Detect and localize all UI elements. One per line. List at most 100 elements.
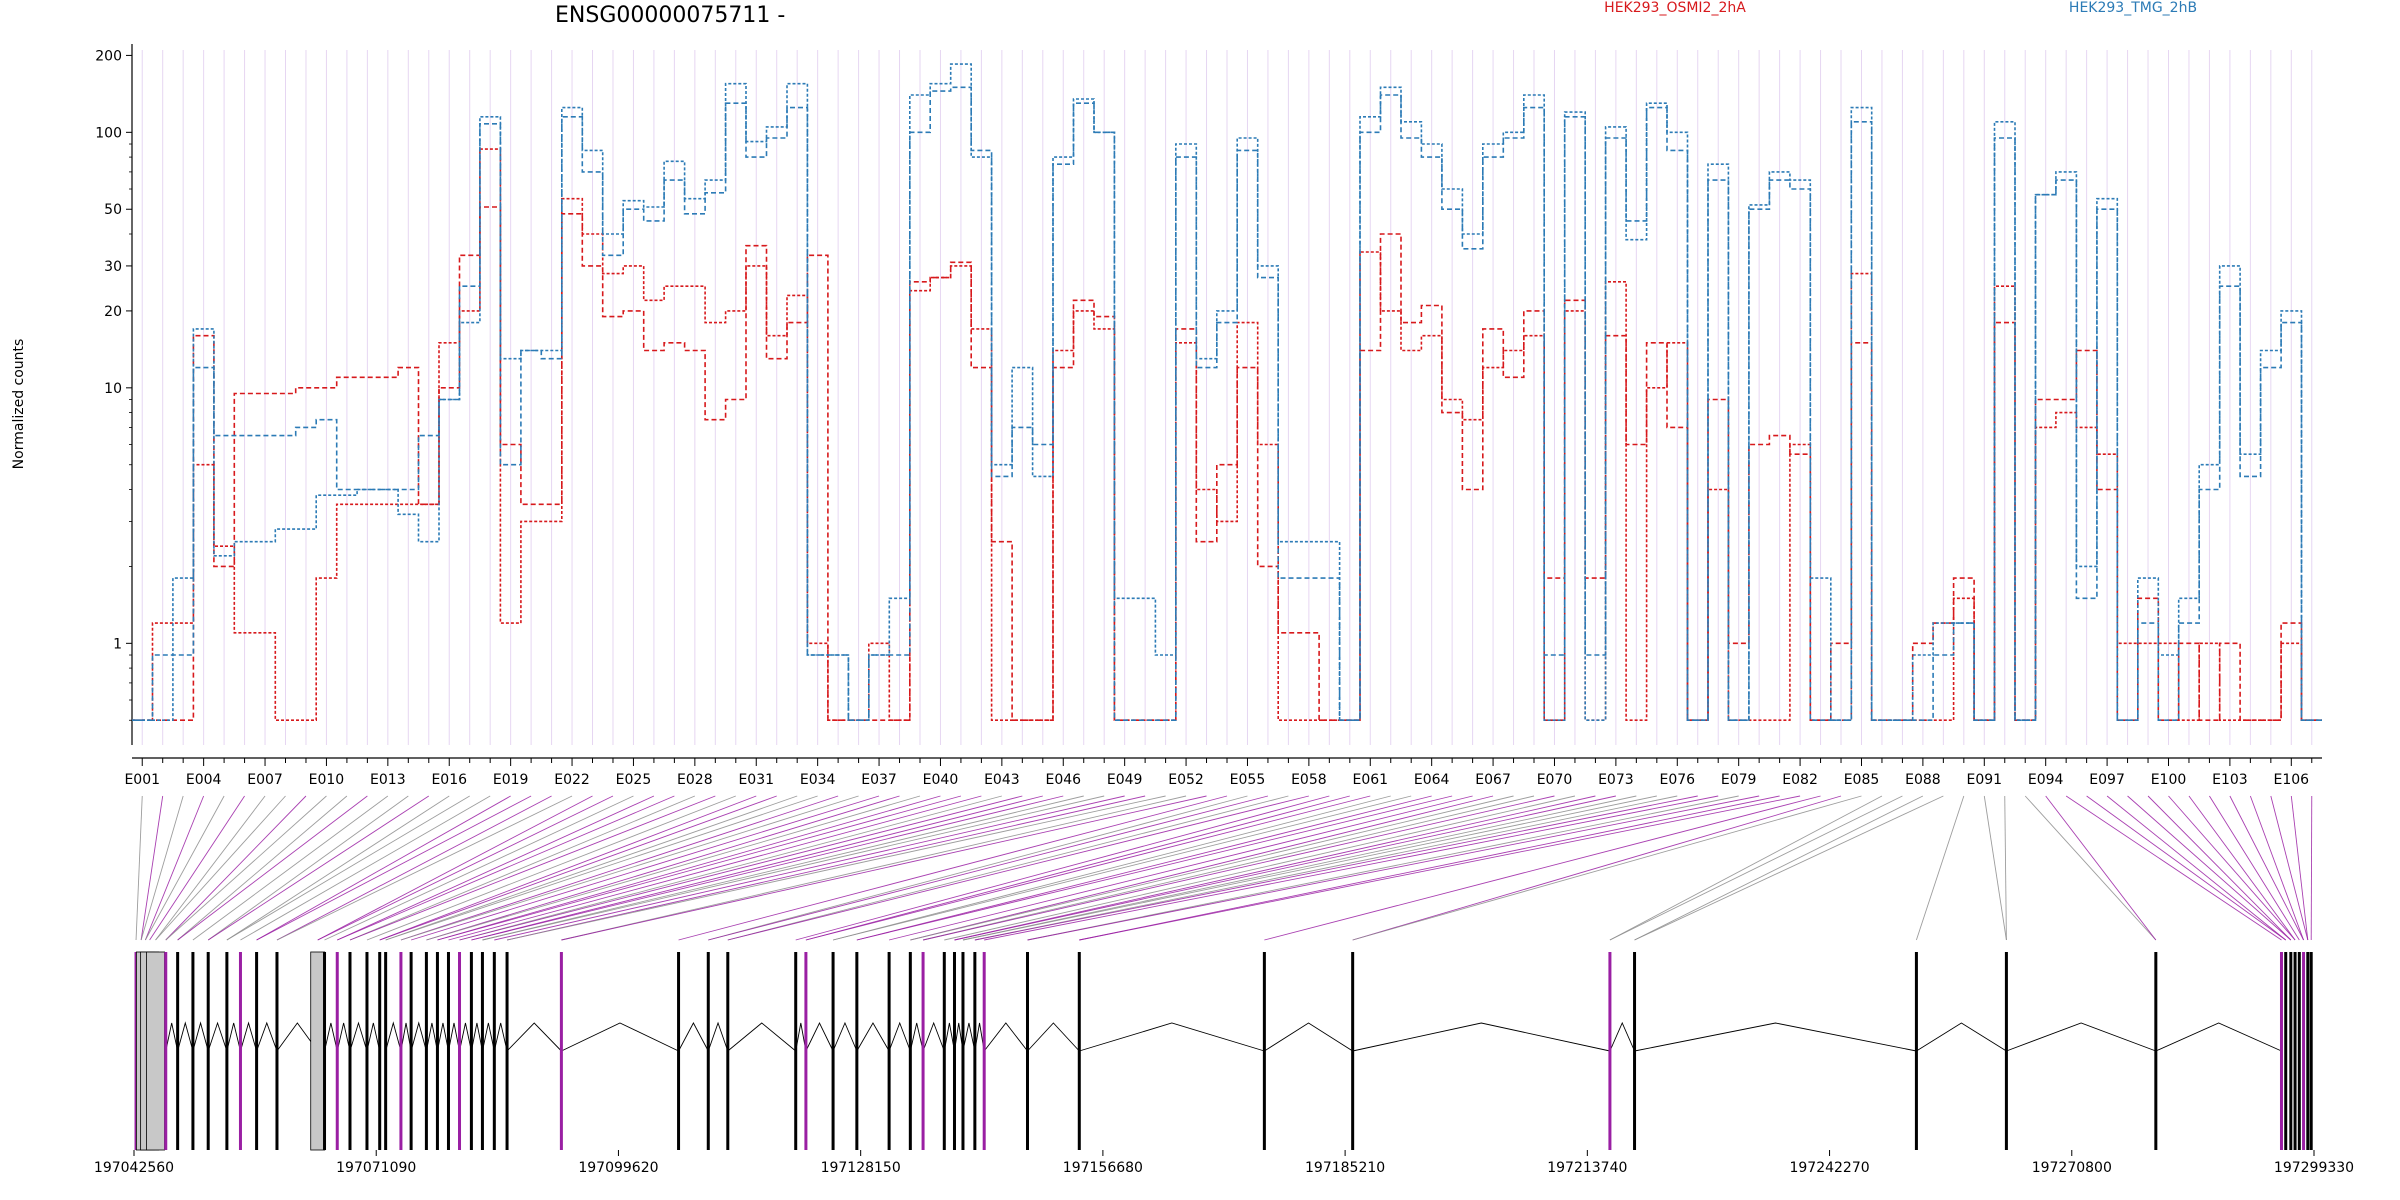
- connector-e074: [962, 795, 1637, 941]
- connector-e084: [1352, 795, 1842, 941]
- x-tick-label-e004: E004: [186, 772, 222, 788]
- connector-e008: [155, 795, 286, 941]
- intron-chevron: [240, 1021, 258, 1052]
- x-tick-label-e055: E055: [1230, 772, 1266, 788]
- x-tick-label-e088: E088: [1905, 772, 1941, 788]
- x-tick-label-e100: E100: [2151, 772, 2187, 788]
- x-tick-label-e037: E037: [861, 772, 897, 788]
- intron-chevron: [425, 1022, 438, 1052]
- connector-e101: [2188, 795, 2296, 941]
- y-tick-label: 1: [113, 636, 122, 652]
- connector-e055: [708, 795, 1248, 941]
- connector-e083: [1264, 795, 1821, 941]
- connector-e024: [317, 795, 614, 941]
- exon-bar: [505, 952, 509, 1150]
- exon-bar: [225, 952, 229, 1150]
- intron-chevron: [366, 1022, 381, 1052]
- connector-e032: [379, 795, 777, 941]
- exon-bar: [191, 952, 195, 1150]
- connector-e052: [561, 795, 1187, 941]
- connector-e066: [889, 795, 1473, 941]
- connector-e033: [385, 795, 798, 941]
- connector-e090: [1915, 795, 1965, 941]
- exon-bar: [982, 952, 986, 1150]
- intron-chevron: [1027, 1022, 1080, 1052]
- intron-chevron: [400, 1022, 412, 1052]
- x-tick-label-e070: E070: [1537, 772, 1573, 788]
- y-tick-label: 200: [95, 48, 122, 64]
- connector-e050: [506, 795, 1146, 941]
- intron-chevron: [922, 1021, 945, 1052]
- y-axis: 1 10 20 30 50 100 200: [95, 44, 133, 745]
- connector-e104: [2249, 795, 2304, 941]
- exon-bar: [435, 952, 439, 1150]
- exon-bar: [1025, 952, 1029, 1150]
- connector-e087: [1609, 795, 1903, 941]
- intron-chevron: [226, 1022, 241, 1052]
- intron-chevron: [888, 1021, 911, 1052]
- x-tick-label-e079: E079: [1721, 772, 1757, 788]
- connector-e068: [910, 795, 1514, 941]
- connector-e082: [1079, 795, 1801, 941]
- intron-chevron: [1264, 1022, 1353, 1052]
- connector-e085: [1352, 795, 1862, 941]
- connector-e079: [1027, 795, 1739, 941]
- connector-e098: [2127, 795, 2292, 941]
- intron-chevron: [727, 1022, 797, 1052]
- intron-chevron: [385, 1021, 402, 1052]
- connector-e100: [2168, 795, 2296, 941]
- connector-e003: [140, 795, 184, 941]
- connector-e036: [400, 795, 859, 941]
- connector-e038: [426, 795, 900, 941]
- exon-bar: [2154, 952, 2158, 1150]
- connector-e064: [856, 795, 1432, 941]
- connector-e023: [317, 795, 593, 941]
- exon-bar: [942, 952, 946, 1150]
- connector-e045: [471, 795, 1043, 941]
- connector-e006: [149, 795, 245, 941]
- connector-e105: [2270, 795, 2309, 941]
- connector-e057: [727, 795, 1289, 941]
- connector-e042: [448, 795, 982, 941]
- connector-e096: [2086, 795, 2286, 941]
- x-tick-label-e067: E067: [1475, 772, 1511, 788]
- connector-e103: [2229, 795, 2304, 941]
- exon-bar: [2302, 952, 2306, 1150]
- exon-grid: [141, 50, 2313, 745]
- connector-e010: [165, 795, 327, 941]
- connector-e056: [708, 795, 1269, 941]
- connector-e034: [385, 795, 818, 941]
- x-tick-label-e025: E025: [616, 772, 652, 788]
- exon-bar: [855, 952, 859, 1150]
- connector-e027: [337, 795, 675, 941]
- x-tick-label-e061: E061: [1352, 772, 1388, 788]
- intron-chevron: [448, 1022, 460, 1052]
- y-tick-label: 10: [104, 381, 122, 397]
- connector-e013: [192, 795, 389, 941]
- connector-e049: [494, 795, 1125, 941]
- connector-e030: [366, 795, 736, 941]
- x-tick-label-e019: E019: [493, 772, 529, 788]
- connector-e073: [954, 795, 1616, 941]
- connector-e005: [144, 795, 225, 941]
- exon-bar: [2293, 952, 2297, 1150]
- intron-chevron: [1352, 1022, 1611, 1052]
- intron-chevron: [909, 1022, 924, 1052]
- connector-e029: [349, 795, 716, 941]
- genomic-tick-label: 197242270: [1789, 1160, 1869, 1176]
- x-tick-label-e028: E028: [677, 772, 713, 788]
- exon-bar: [378, 952, 382, 1150]
- exon-bar: [206, 952, 210, 1150]
- exon-bar: [238, 952, 242, 1150]
- genomic-tick-label: 197071090: [336, 1160, 416, 1176]
- intron-chevron: [207, 1021, 228, 1052]
- intron-chevron: [506, 1022, 562, 1052]
- intron-chevron: [856, 1022, 890, 1052]
- exon-bar: [1262, 952, 1266, 1150]
- connector-e072: [954, 795, 1596, 941]
- x-tick-label-e046: E046: [1045, 772, 1081, 788]
- exon-bar: [164, 952, 168, 1150]
- exon-bar: [804, 952, 808, 1150]
- connector-e069: [922, 795, 1535, 941]
